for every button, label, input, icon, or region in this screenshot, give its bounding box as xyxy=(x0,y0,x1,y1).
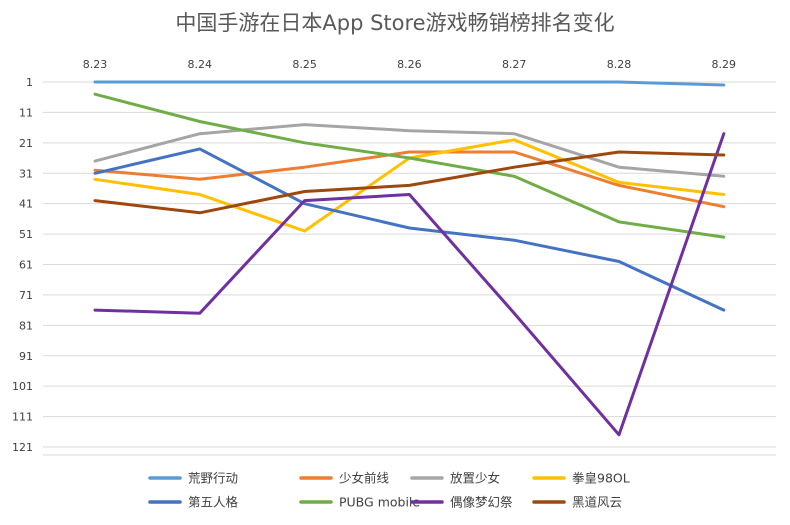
legend-item: 荒野行动 xyxy=(148,471,238,486)
x-tick-label: 8.24 xyxy=(188,58,213,71)
x-tick-label: 8.27 xyxy=(502,58,527,71)
y-tick-label: 21 xyxy=(19,137,33,150)
series-line-3 xyxy=(93,123,726,178)
x-tick-label: 8.23 xyxy=(83,58,108,71)
x-tick-label: 8.26 xyxy=(397,58,422,71)
y-tick-label: 111 xyxy=(12,411,33,424)
x-tick-label: 8.28 xyxy=(607,58,632,71)
legend-label: 拳皇98OL xyxy=(572,471,630,486)
legend-label: 偶像梦幻祭 xyxy=(450,495,513,510)
x-tick-label: 8.25 xyxy=(292,58,317,71)
legend-item: 少女前线 xyxy=(299,471,390,486)
gridlines xyxy=(43,81,776,456)
y-tick-label: 61 xyxy=(19,259,33,272)
legend-label: 黑道风云 xyxy=(572,495,622,510)
series-line-2 xyxy=(93,150,726,209)
legend-item: 放置少女 xyxy=(410,471,500,486)
legend-label: PUBG mobile xyxy=(339,495,420,510)
y-tick-label: 41 xyxy=(19,198,33,211)
y-tick-label: 31 xyxy=(19,167,33,180)
y-tick-label: 11 xyxy=(19,106,33,119)
x-axis-ticks: 8.23 8.24 8.25 8.26 8.27 8.28 8.29 xyxy=(83,58,736,71)
legend-item: 偶像梦幻祭 xyxy=(410,495,513,510)
legend-label: 放置少女 xyxy=(450,471,500,486)
legend-item: PUBG mobile xyxy=(299,495,420,510)
legend-item: 拳皇98OL xyxy=(532,471,630,486)
series-line-7 xyxy=(93,132,726,437)
y-tick-label: 121 xyxy=(12,441,33,454)
series-line-8 xyxy=(93,150,726,215)
y-tick-label: 71 xyxy=(19,289,33,302)
y-tick-label: 1 xyxy=(26,76,33,89)
legend-label: 荒野行动 xyxy=(188,471,238,486)
x-tick-label: 8.29 xyxy=(712,58,737,71)
series-line-6 xyxy=(93,92,726,239)
y-tick-label: 51 xyxy=(19,228,33,241)
legend-label: 第五人格 xyxy=(188,495,239,510)
series-line-1 xyxy=(93,80,726,87)
y-tick-label: 81 xyxy=(19,319,33,332)
series-line-5 xyxy=(93,147,726,312)
legend: 荒野行动 少女前线 放置少女 拳皇98OL 第五人格 PUBG mobile 偶像梦幻祭 黑道… xyxy=(148,471,630,510)
y-tick-label: 91 xyxy=(19,350,33,363)
legend-item: 第五人格 xyxy=(148,495,239,510)
y-tick-label: 101 xyxy=(12,380,33,393)
legend-item: 黑道风云 xyxy=(532,495,622,510)
chart-title: 中国手游在日本App Store游戏畅销榜排名变化 xyxy=(175,11,614,35)
legend-label: 少女前线 xyxy=(339,471,390,486)
series-lines xyxy=(93,80,726,437)
